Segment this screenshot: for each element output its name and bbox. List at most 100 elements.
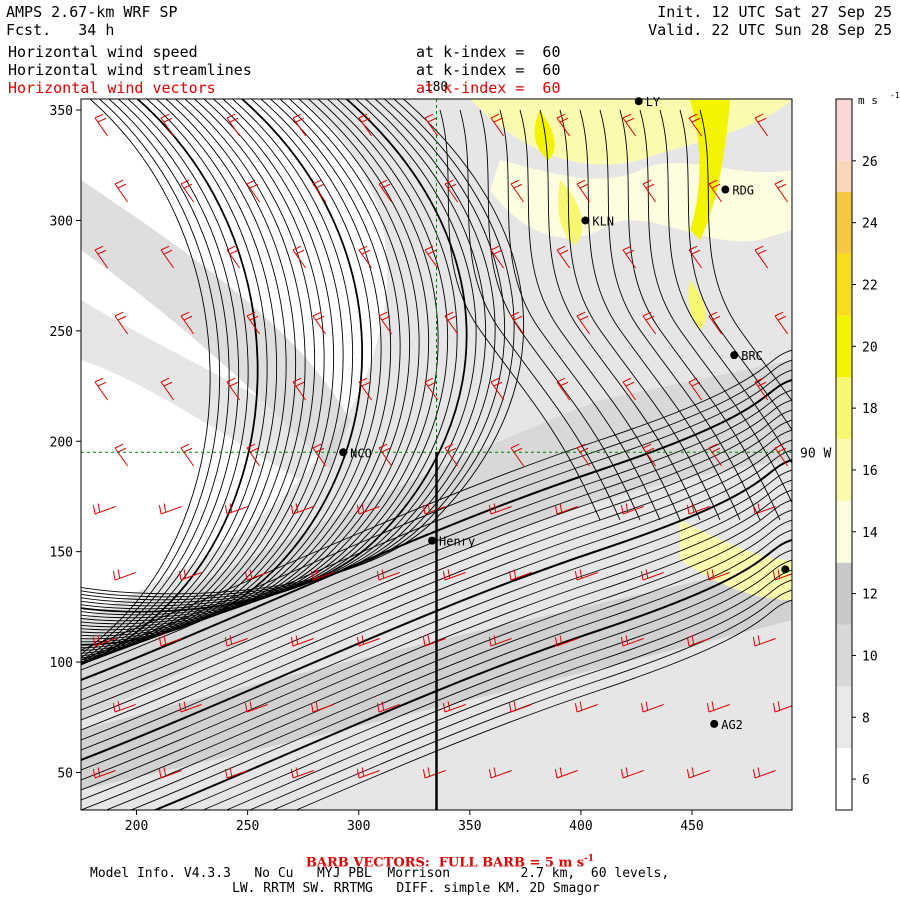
streamline	[81, 99, 316, 659]
wind-barb	[642, 179, 657, 203]
field-level-streamlines: at k-index = 60	[416, 61, 561, 79]
colorbar-band	[836, 562, 852, 625]
streamline	[559, 109, 721, 521]
wind-barb	[424, 245, 439, 269]
field-name-vectors: Horizontal wind vectors	[8, 79, 216, 97]
wind-barb	[312, 311, 327, 335]
grid-lines	[81, 99, 792, 810]
wind-barb	[226, 113, 241, 137]
station-label-RDG: RDG	[732, 184, 754, 198]
wind-barb	[688, 245, 703, 269]
wind-barb	[160, 245, 175, 269]
wind-barb	[444, 311, 459, 335]
wind-barb	[622, 113, 637, 137]
colorbar-band	[836, 99, 852, 161]
wind-barb	[686, 767, 710, 779]
colorbar-label: 8	[862, 711, 870, 726]
wind-barb	[574, 569, 598, 581]
streamline	[639, 109, 792, 504]
colorbar-label: 16	[862, 464, 878, 479]
wind-barb	[754, 377, 769, 401]
wind-barb	[488, 503, 512, 515]
streamline	[619, 109, 781, 521]
colorbar-band	[836, 160, 852, 192]
streamline	[539, 109, 701, 521]
streamline	[105, 519, 792, 810]
wind-barb	[94, 377, 109, 401]
colorbar-band	[836, 439, 852, 501]
model-title: AMPS 2.67-km WRF SP	[6, 3, 178, 21]
station-marker-LY	[634, 97, 643, 106]
colorbar-label: 18	[862, 402, 878, 417]
streamline	[81, 349, 792, 651]
wind-barb	[226, 377, 241, 401]
station-label-LY: LY	[646, 95, 661, 109]
streamline	[81, 429, 792, 731]
streamline	[679, 109, 792, 431]
wind-barb	[114, 311, 129, 335]
station-marker-Henry	[428, 536, 437, 545]
colorbar-unit: m s	[858, 94, 878, 107]
x-tick-label: 350	[458, 819, 481, 834]
wind-barb	[774, 443, 789, 467]
wind-barb	[112, 569, 136, 581]
wind-barb	[752, 767, 776, 779]
x-tick-label: 250	[236, 819, 259, 834]
streamlines	[81, 99, 792, 810]
wind-barb	[708, 179, 723, 203]
wind-barb	[574, 701, 598, 713]
wind-barb	[92, 767, 116, 779]
wind-barb	[642, 311, 657, 335]
field-name-speed: Horizontal wind speed	[8, 43, 198, 61]
wind-barbs	[92, 113, 792, 779]
wind-barb	[376, 701, 400, 713]
wind-barb	[160, 377, 175, 401]
streamline	[201, 559, 792, 810]
colorbar-frame	[835, 98, 853, 811]
streamline	[81, 99, 477, 610]
wind-barb	[488, 767, 512, 779]
wind-barb	[114, 179, 129, 203]
streamline	[81, 499, 792, 801]
wind-barb	[356, 767, 380, 779]
wind-barb	[442, 701, 466, 713]
valid-time: Valid. 22 UTC Sun 28 Sep 25	[648, 21, 892, 39]
wind-barb	[576, 311, 591, 335]
wind-barb	[224, 635, 248, 647]
y-tick-label: 150	[50, 546, 73, 561]
colorbar-label: 26	[862, 155, 878, 170]
wind-barb	[312, 179, 327, 203]
streamline	[81, 99, 448, 619]
streamline	[81, 469, 792, 771]
colorbar-band	[836, 315, 852, 378]
wind-barb	[706, 701, 730, 713]
wind-barb	[376, 569, 400, 581]
wind-barb	[312, 443, 327, 467]
streamline	[81, 99, 411, 631]
colorbar-label: 22	[862, 278, 878, 293]
barb-note-exp: -1	[584, 854, 595, 864]
streamline	[81, 99, 211, 661]
wind-barb	[356, 635, 380, 647]
wind-barb	[378, 311, 393, 335]
wind-barb	[246, 443, 261, 467]
wind-barb	[290, 635, 314, 647]
wind-barb	[444, 443, 459, 467]
streamline	[248, 579, 792, 810]
station-label-NCO: NCO	[350, 446, 372, 460]
streamline	[81, 99, 420, 628]
wind-barb	[774, 179, 789, 203]
wind-barb	[752, 635, 776, 647]
station-marker-AG2	[710, 719, 719, 728]
wind-barb	[158, 503, 182, 515]
wind-barb	[114, 443, 129, 467]
colorbar-band	[836, 624, 852, 687]
wind-barb	[358, 245, 373, 269]
wind-barb	[226, 245, 241, 269]
wind-barb	[358, 113, 373, 137]
wind-barb	[554, 503, 578, 515]
streamline	[81, 99, 458, 616]
wind-barb	[178, 569, 202, 581]
y-tick-label: 200	[50, 435, 73, 450]
wind-barb	[510, 443, 525, 467]
